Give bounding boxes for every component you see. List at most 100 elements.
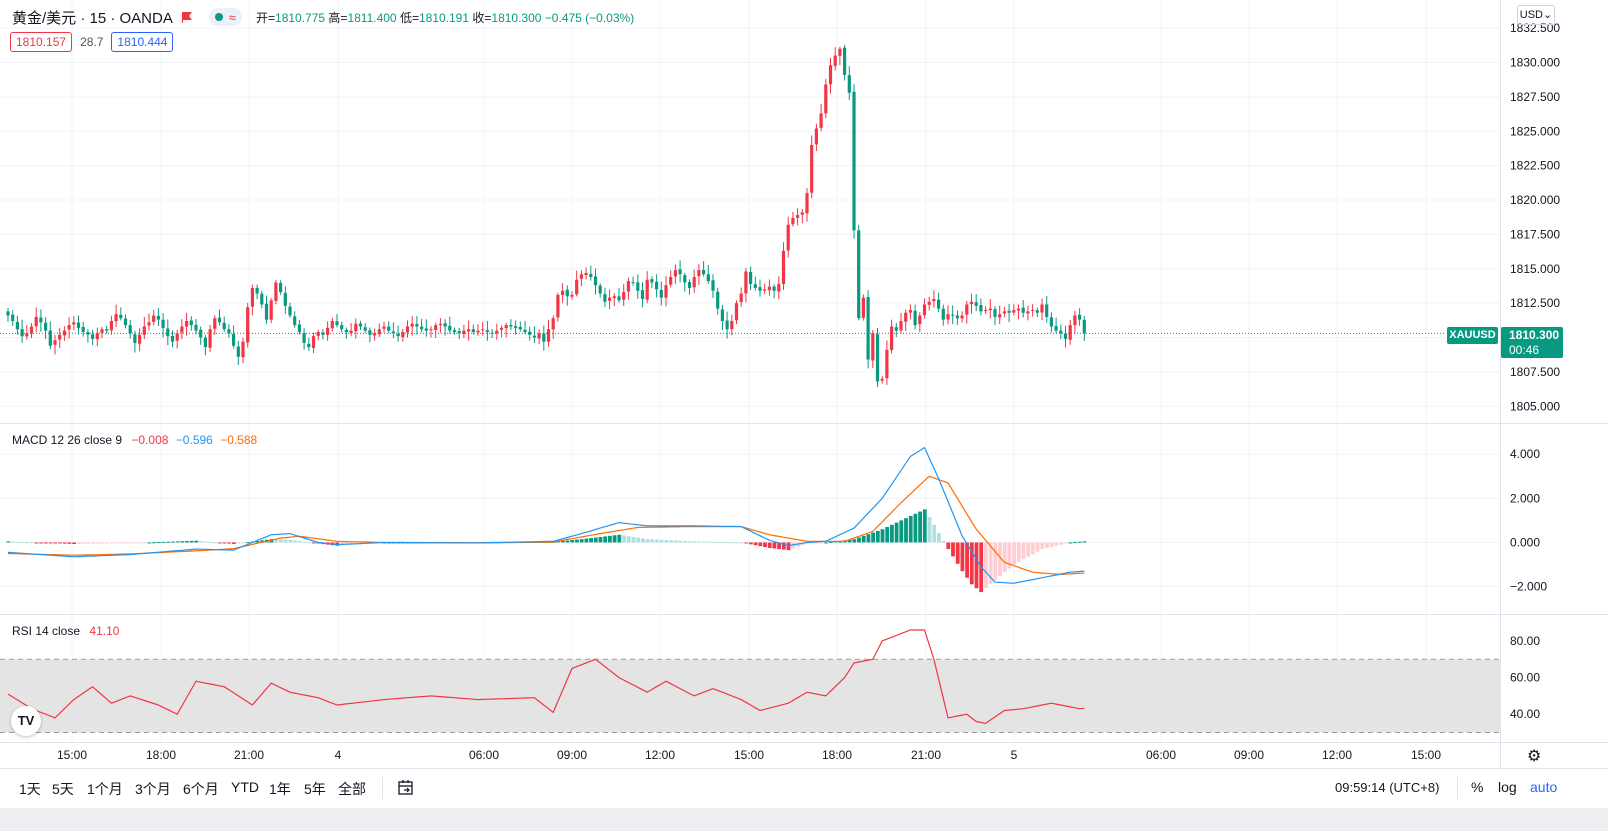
macd-hist-bar xyxy=(67,542,72,544)
candle xyxy=(194,318,198,335)
candle-body xyxy=(645,279,649,300)
candle-body xyxy=(894,327,898,331)
range-1y-button[interactable]: 1年 xyxy=(269,781,291,797)
candle-body xyxy=(622,292,626,300)
macd-hist-bar xyxy=(988,542,993,584)
auto-scale-button[interactable]: auto xyxy=(1530,779,1558,795)
rsi-title: RSI 14 close xyxy=(12,624,81,638)
macd-hist-bar xyxy=(932,524,937,543)
currency-selector[interactable]: USD⌄ xyxy=(1517,5,1555,25)
macd-hist-bar xyxy=(1031,542,1035,555)
range-6m-button[interactable]: 6个月 xyxy=(183,781,219,797)
candle-body xyxy=(217,317,222,323)
macd-hist-bar xyxy=(937,532,941,543)
tradingview-logo-icon[interactable]: TV xyxy=(11,706,41,736)
macd-hist-bar xyxy=(622,535,626,543)
buy-button[interactable]: 1810.444 xyxy=(111,32,174,52)
candle-body xyxy=(1012,310,1016,313)
rsi-legend[interactable]: RSI 14 close 41.10 xyxy=(12,624,119,638)
flag-icon[interactable] xyxy=(181,11,193,23)
range-ytd-button[interactable]: YTD xyxy=(231,779,259,795)
macd-hist-bar xyxy=(1049,542,1054,547)
candle xyxy=(612,293,616,307)
range-1m-button[interactable]: 1个月 xyxy=(87,781,123,797)
candle-body xyxy=(866,296,870,360)
range-5y-button[interactable]: 5年 xyxy=(304,781,326,797)
percent-scale-button[interactable]: % xyxy=(1471,779,1484,795)
candle xyxy=(866,290,870,369)
candle-body xyxy=(631,282,635,284)
macd-pane xyxy=(0,446,1500,593)
macd-hist-bar xyxy=(730,542,734,544)
candle-body xyxy=(984,310,988,311)
macd-legend[interactable]: MACD 12 26 close 9 −0.008 −0.596 −0.588 xyxy=(12,433,257,447)
candle xyxy=(655,274,659,298)
candle-body xyxy=(429,329,433,331)
macd-hist-bar xyxy=(147,542,152,544)
macd-hist-bar xyxy=(678,540,683,543)
macd-hist-bar xyxy=(659,539,664,543)
candle-body xyxy=(133,334,137,343)
candle xyxy=(175,329,179,349)
macd-hist-bar xyxy=(29,542,34,544)
macd-title: MACD 12 26 close 9 xyxy=(12,433,123,447)
macd-hist-bar xyxy=(716,541,720,543)
candle xyxy=(462,324,466,339)
macd-hist-bar xyxy=(1059,542,1063,545)
settings-gear-icon[interactable]: ⚙ xyxy=(1527,748,1542,765)
macd-hist-bar xyxy=(114,542,119,544)
candle xyxy=(349,323,353,337)
macd-hist-bar xyxy=(589,538,593,543)
candle xyxy=(499,325,504,338)
candle-body xyxy=(716,291,720,309)
range-3m-button[interactable]: 3个月 xyxy=(135,781,171,797)
macd-hist-bar xyxy=(128,542,133,544)
log-scale-button[interactable]: log xyxy=(1498,779,1517,795)
candle xyxy=(302,328,306,350)
candle xyxy=(504,322,508,338)
macd-hist-bar xyxy=(608,535,612,543)
macd-hist-bar xyxy=(1073,542,1078,544)
symbol-title[interactable]: 黄金/美元 · 15 · OANDA xyxy=(12,9,173,27)
range-all-button[interactable]: 全部 xyxy=(338,781,366,797)
macd-hist-bar xyxy=(11,541,15,543)
candle-body xyxy=(800,212,804,215)
candle xyxy=(189,316,193,331)
calendar-goto-icon[interactable] xyxy=(397,779,415,797)
candle-body xyxy=(1073,315,1077,326)
macd-hist-bar xyxy=(828,541,833,543)
macd-hist-bar xyxy=(1002,542,1007,573)
candle-body xyxy=(156,315,160,320)
sell-button[interactable]: 1810.157 xyxy=(10,32,73,52)
macd-hist-bar xyxy=(100,542,105,544)
grid xyxy=(0,0,1500,742)
bar-countdown: 00:46 xyxy=(1509,343,1540,357)
last-price-value: 1810.300 xyxy=(1509,328,1560,342)
candle xyxy=(147,313,151,331)
candle-body xyxy=(481,329,485,331)
clock-timezone[interactable]: 09:59:14 (UTC+8) xyxy=(1335,780,1440,795)
macd-hist-bar xyxy=(753,542,758,546)
candle xyxy=(335,313,339,328)
candle-body xyxy=(1054,326,1058,331)
candle-body xyxy=(443,323,447,327)
range-5d-button[interactable]: 5天 xyxy=(52,781,74,797)
macd-hist-bar xyxy=(72,542,76,544)
candle xyxy=(382,321,386,333)
candle xyxy=(626,277,630,300)
market-status-pill[interactable]: ≈ xyxy=(208,8,242,26)
candle-body xyxy=(170,335,175,342)
range-1d-button[interactable]: 1天 xyxy=(19,781,41,797)
macd-hist-bar xyxy=(1045,542,1049,548)
candle-body xyxy=(805,193,809,214)
candle-body xyxy=(269,300,273,320)
candle xyxy=(509,319,513,331)
macd-hist-bar xyxy=(993,542,998,580)
macd-hist-bar xyxy=(593,537,598,543)
candle-body xyxy=(91,334,95,339)
candle-body xyxy=(401,332,405,337)
macd-hist-bar xyxy=(697,541,702,543)
candle-body xyxy=(387,326,391,331)
x-tick-label: 09:00 xyxy=(1234,748,1264,762)
